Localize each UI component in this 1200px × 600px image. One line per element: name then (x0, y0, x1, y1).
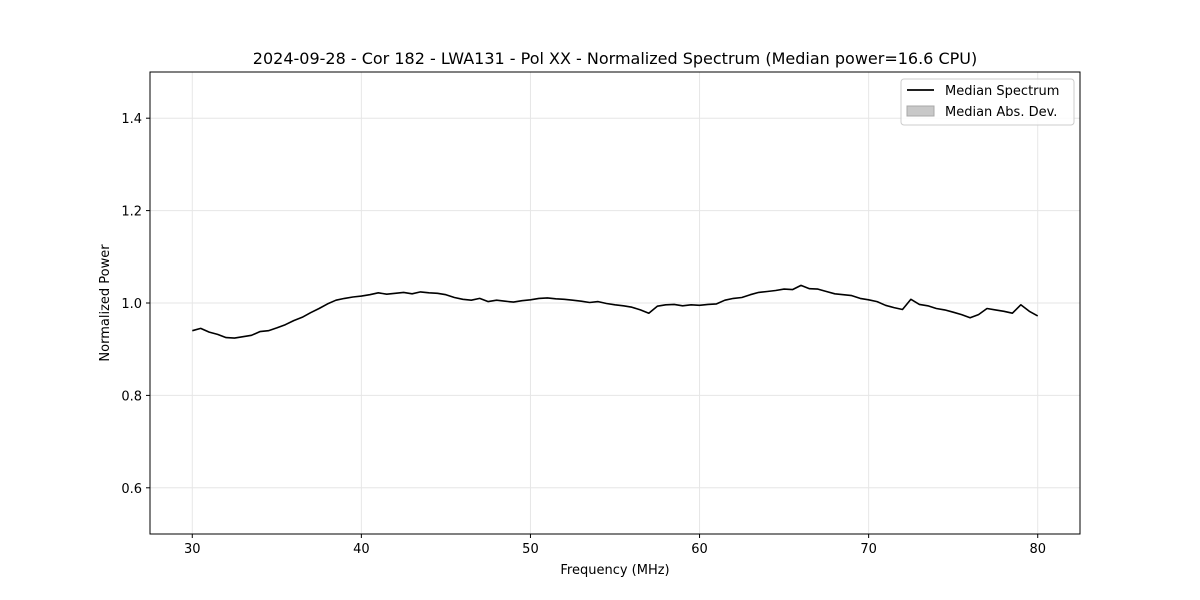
x-tick-label: 80 (1029, 542, 1046, 557)
series-line-median-spectrum (192, 284, 1039, 339)
y-tick-label: 1.4 (121, 112, 142, 127)
series-layer (192, 284, 1039, 339)
legend-label-median-spectrum: Median Spectrum (945, 84, 1059, 99)
y-axis-label: Normalized Power (98, 244, 113, 362)
chart-title: 2024-09-28 - Cor 182 - LWA131 - Pol XX -… (253, 49, 977, 68)
y-tick-label: 0.8 (121, 389, 142, 404)
y-tick-label: 0.6 (121, 482, 142, 497)
x-tick-label: 70 (860, 542, 877, 557)
y-tick-label: 1.2 (121, 205, 142, 220)
x-tick-label: 30 (184, 542, 201, 557)
x-tick-label: 60 (691, 542, 708, 557)
y-tick-label: 1.0 (121, 297, 142, 312)
x-tick-label: 40 (353, 542, 370, 557)
legend-label-median-abs-dev: Median Abs. Dev. (945, 105, 1057, 120)
legend-box (900, 78, 1075, 126)
x-axis-label: Frequency (MHz) (560, 563, 669, 578)
y-axis-ticks: 0.6 0.8 1.0 1.2 1.4 (121, 112, 150, 497)
x-tick-label: 50 (522, 542, 539, 557)
x-axis-ticks: 30 40 50 60 70 80 (184, 534, 1046, 557)
legend-band-swatch (906, 105, 935, 117)
legend: Median Spectrum Median Abs. Dev. (900, 78, 1075, 126)
